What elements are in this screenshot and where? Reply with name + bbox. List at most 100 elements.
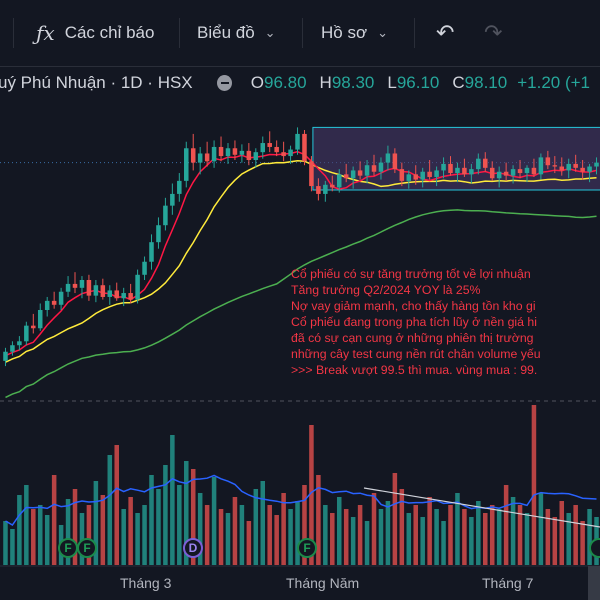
- volume-bar: [566, 513, 571, 565]
- volume-bar: [197, 493, 203, 565]
- change-value: +1.20 (+1: [517, 73, 590, 92]
- note-line: những cây test cung nền rút chân volume …: [291, 347, 541, 361]
- candle-body: [37, 310, 43, 329]
- candle-body: [288, 149, 293, 157]
- candle-body: [58, 291, 64, 305]
- chart-toolbar: ƒx Các chỉ báo Biểu đồ ⌄ Hồ sơ ⌄ ↶ ↷: [0, 0, 600, 67]
- candle-body: [455, 167, 460, 174]
- candle-body: [462, 167, 467, 175]
- event-badge-partial[interactable]: [589, 538, 600, 558]
- volume-bar: [573, 505, 578, 565]
- volume-bar: [17, 495, 22, 565]
- candle-body: [343, 174, 349, 179]
- volume-bar: [267, 505, 272, 565]
- volume-bar: [364, 521, 370, 565]
- redo-icon[interactable]: ↷: [484, 20, 503, 45]
- candle-body: [350, 170, 356, 179]
- candle-body: [434, 170, 439, 177]
- volume-bar: [392, 473, 398, 565]
- candle-body: [448, 163, 453, 174]
- volume-bar: [211, 477, 217, 565]
- candle-body: [573, 163, 578, 168]
- volume-bar: [239, 505, 245, 565]
- volume-bar: [385, 501, 391, 565]
- candle-body: [364, 165, 370, 176]
- note-line: Nợ vay giảm mạnh, cho thấy hàng tồn kho …: [291, 299, 536, 313]
- volume-bar: [86, 505, 92, 565]
- candle-body: [31, 325, 36, 329]
- profile-button[interactable]: Hồ sơ ⌄: [321, 20, 388, 46]
- candle-body: [545, 157, 551, 166]
- open-value: 96.80: [264, 73, 307, 92]
- chart-type-label: Biểu đồ: [197, 23, 255, 42]
- x-tick-label: Tháng 3: [120, 575, 172, 591]
- volume-bar: [357, 505, 363, 565]
- financials-event-badge[interactable]: F: [297, 538, 317, 558]
- volume-bar: [135, 513, 140, 565]
- chevron-down-icon: ⌄: [377, 25, 389, 40]
- fx-icon: ƒx: [36, 21, 55, 45]
- volume-bar: [170, 435, 175, 565]
- volume-bar: [343, 509, 349, 565]
- volume-bar: [156, 489, 161, 565]
- candle-body: [225, 148, 231, 157]
- volume-bar: [218, 509, 224, 565]
- undo-icon[interactable]: ↶: [436, 20, 455, 45]
- candle-body: [594, 162, 599, 167]
- note-line: Tăng trưởng Q2/2024 YOY là 25%: [291, 283, 481, 297]
- volume-bar: [545, 509, 551, 565]
- volume-bar: [44, 515, 50, 565]
- candle-body: [496, 171, 502, 179]
- volume-bar: [350, 517, 356, 565]
- dividend-event-badge[interactable]: D: [183, 538, 203, 558]
- volume-bar: [476, 501, 481, 565]
- volume-bar: [371, 493, 377, 565]
- x-tick-label: Tháng 7: [482, 575, 534, 591]
- close-key: C: [452, 73, 465, 92]
- financials-event-badge[interactable]: F: [58, 538, 78, 558]
- volume-bar: [330, 513, 335, 565]
- volume-bar: [149, 475, 154, 565]
- candle-body: [385, 153, 391, 163]
- candle-body: [267, 143, 272, 147]
- volume-bar: [399, 489, 405, 565]
- indicators-button[interactable]: ƒx Các chỉ báo: [36, 20, 154, 46]
- volume-bar: [281, 493, 286, 565]
- candle-body: [476, 158, 481, 170]
- candle-body: [121, 293, 126, 299]
- candle-body: [93, 285, 99, 296]
- candle-body: [413, 174, 418, 180]
- candle-body: [302, 133, 307, 162]
- volume-bar: [24, 485, 29, 565]
- volume-bar: [441, 521, 446, 565]
- volume-bar: [434, 509, 439, 565]
- volume-bar: [336, 497, 342, 565]
- note-line: Cổ phiếu đang trong pha tích lũy ở nền g…: [291, 315, 537, 329]
- candle-body: [10, 345, 15, 352]
- candle-body: [503, 171, 509, 176]
- time-axis-scroll-handle: [588, 566, 600, 600]
- volume-bar: [72, 489, 78, 565]
- financials-event-badge[interactable]: F: [77, 538, 97, 558]
- note-line: >>> Break vượt 99.5 thì mua. vùng mua : …: [291, 363, 538, 377]
- volume-bar: [378, 509, 384, 565]
- chart-type-button[interactable]: Biểu đồ ⌄: [197, 20, 276, 46]
- volume-bar: [406, 513, 412, 565]
- analysis-note[interactable]: Cổ phiếu có sự tăng trưởng tốt về lợi nh…: [291, 266, 600, 378]
- low-value: 96.10: [396, 73, 440, 92]
- volume-bar: [538, 493, 544, 565]
- volume-bar: [37, 505, 43, 565]
- candle-body: [3, 351, 8, 361]
- candle-body: [441, 163, 446, 171]
- volume-bar: [489, 505, 495, 565]
- volume-bar: [177, 485, 182, 565]
- symbol-title[interactable]: uý Phú Nhuận · 1D · HSX: [0, 73, 193, 92]
- toolbar-divider: [13, 18, 14, 48]
- candle-body: [510, 169, 516, 176]
- candle-body: [427, 171, 432, 177]
- candle-body: [135, 274, 140, 300]
- volume-bar: [93, 481, 99, 565]
- volume-bar: [462, 509, 467, 565]
- collapse-legend-icon[interactable]: [216, 75, 232, 91]
